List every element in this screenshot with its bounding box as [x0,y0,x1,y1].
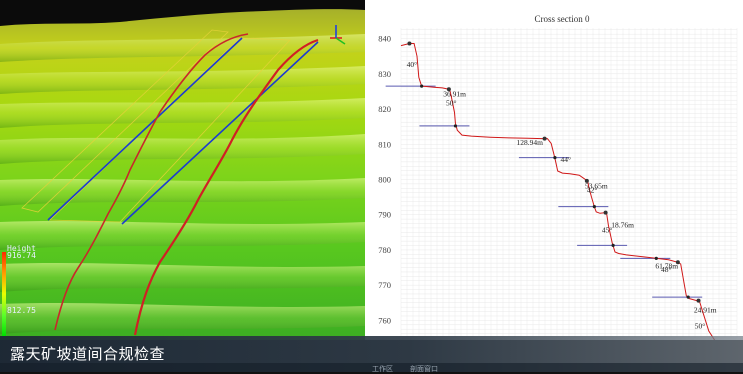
toe-point [553,156,557,160]
crest-point [675,260,680,265]
chart-annotation: 40° [407,60,418,69]
chart-annotation: 42° [587,186,598,195]
status-tab-section[interactable]: 剖面窗口 [410,365,438,373]
y-tick-label: 830 [378,69,391,79]
bench-lines [385,85,739,348]
status-bar [0,363,743,372]
legend-title: Height [7,244,36,253]
chart-annotation: 45° [602,225,613,234]
chart-annotation: 24.91m [694,305,717,314]
crest-point [584,178,589,183]
toe-point [453,124,458,128]
y-tick-label: 810 [378,139,391,149]
toe-point [654,256,658,260]
status-tab-workspace[interactable]: 工作区 [372,365,393,373]
chart-annotation: 128.94m [516,138,543,147]
terrain-canvas[interactable] [0,0,365,340]
toe-point [420,84,424,88]
crest-point [696,298,701,303]
crest-point [446,87,451,92]
cross-section-chart[interactable]: Cross section 0 840 830 820 810 800 790 780 770… [365,0,743,361]
chart-annotation: 48° [661,265,672,274]
chart-annotation: 61.78m [655,262,678,271]
crest-point [542,136,547,141]
y-tick-label: 790 [378,210,391,220]
y-tick-label: 840 [378,34,391,44]
axis-gizmo[interactable] [330,25,346,45]
section-lines [47,33,319,336]
legend-max: 916.74 [7,251,36,260]
chart-grid [400,28,738,339]
y-tick-label: 820 [378,104,391,114]
chart-annotation: 50° [695,321,706,330]
chart-annotation: 53.65m [585,181,608,190]
profile-points [407,41,727,349]
y-tick-labels: 840830820810800790780770760750 [378,34,391,361]
chart-annotation: 50° [446,99,457,108]
y-tick-label: 760 [378,315,391,325]
profile-line [400,43,738,350]
chart-annotations: 40°36.91m50°128.94m44°53.65m42°18.76m45°… [407,60,717,331]
height-colorbar [2,252,6,336]
toe-point [686,295,690,299]
chart-annotation: 44° [561,155,572,164]
toe-point [611,243,615,247]
y-tick-label: 770 [378,280,391,290]
chart-title: Cross section 0 [535,14,590,24]
chart-annotation: 36.91m [443,90,466,99]
legend-min: 812.75 [7,306,36,315]
banner-title: 露天矿坡道间合规检查 [10,345,166,363]
chart-svg: Cross section 0 840 830 820 810 800 790 780 770… [378,14,739,361]
terrain-3d-view[interactable]: Height 916.74 812.75 [0,0,365,340]
y-tick-label: 800 [378,174,391,184]
toe-point [592,205,596,209]
chart-annotation: 18.76m [611,220,634,229]
crest-point [603,210,608,215]
y-tick-label: 780 [378,245,391,255]
crest-point [407,41,412,46]
